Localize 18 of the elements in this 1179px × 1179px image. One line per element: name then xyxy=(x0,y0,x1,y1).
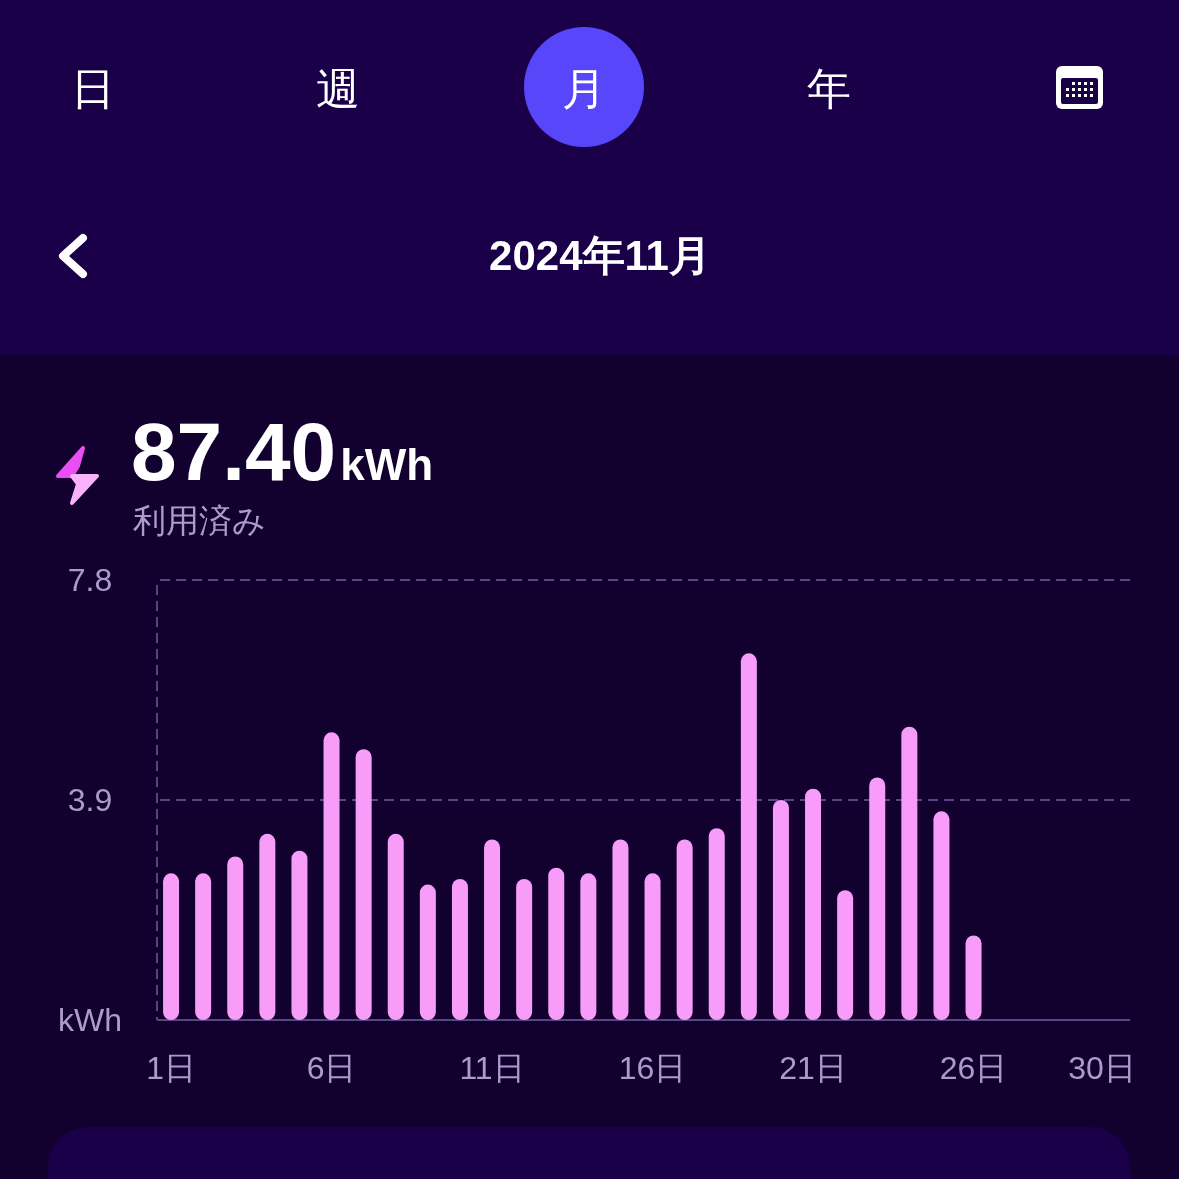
text: 年 xyxy=(807,63,851,113)
text: kWh xyxy=(340,440,434,489)
x-tick-label: 16日 xyxy=(618,1050,687,1086)
x-tick-label: 1日 xyxy=(146,1050,196,1086)
chart-title: 2024年11月 xyxy=(489,232,711,279)
y-tick-label: 7.8 xyxy=(67,562,113,598)
text: 月 xyxy=(562,63,606,113)
text: 週 xyxy=(316,63,360,113)
text: 利用済み xyxy=(133,502,266,539)
x-tick-label: 11日 xyxy=(459,1050,525,1086)
x-tick-label: 21日 xyxy=(779,1050,847,1086)
x-tick-label: 26日 xyxy=(939,1050,1008,1086)
x-tick-label: 30日 xyxy=(1068,1050,1136,1086)
text: 87.40 xyxy=(131,406,337,497)
y-tick-label: kWh xyxy=(58,1002,122,1038)
y-tick-label: 3.9 xyxy=(67,782,113,818)
text: 日 xyxy=(71,63,115,113)
x-tick-label: 6日 xyxy=(306,1050,357,1086)
